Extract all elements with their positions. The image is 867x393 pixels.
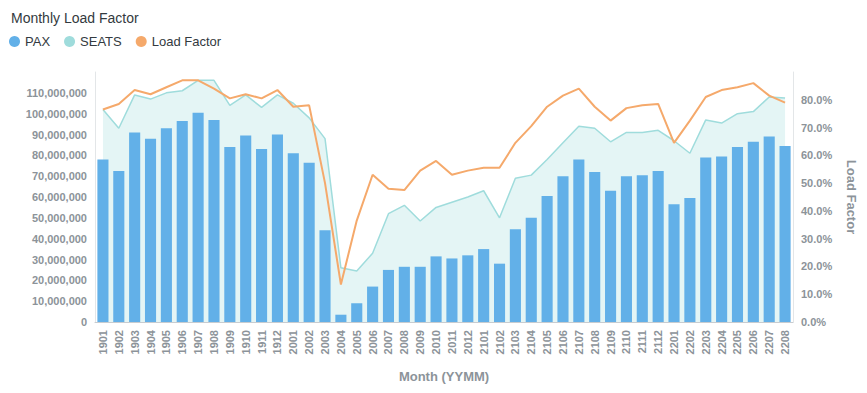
svg-text:2205: 2205 (731, 330, 743, 354)
svg-text:1911: 1911 (256, 330, 268, 354)
svg-text:1905: 1905 (160, 330, 172, 354)
svg-text:2208: 2208 (779, 330, 791, 354)
svg-text:2105: 2105 (541, 330, 553, 354)
svg-text:60.0%: 60.0% (801, 149, 832, 161)
svg-text:1904: 1904 (145, 329, 157, 354)
svg-text:Load Factor: Load Factor (844, 160, 859, 234)
svg-text:1910: 1910 (240, 330, 252, 354)
svg-text:PAX: PAX (25, 34, 50, 49)
svg-text:2204: 2204 (716, 329, 728, 354)
svg-text:2206: 2206 (747, 330, 759, 354)
svg-text:1902: 1902 (113, 330, 125, 354)
svg-text:2102: 2102 (494, 330, 506, 354)
svg-text:1908: 1908 (208, 330, 220, 354)
svg-text:2008: 2008 (398, 330, 410, 354)
svg-text:0.0%: 0.0% (801, 316, 826, 328)
svg-text:20,000,000: 20,000,000 (32, 274, 87, 286)
svg-text:2103: 2103 (509, 330, 521, 354)
svg-text:2006: 2006 (367, 330, 379, 354)
svg-text:2203: 2203 (700, 330, 712, 354)
svg-text:1901: 1901 (97, 330, 109, 354)
svg-text:2009: 2009 (414, 330, 426, 354)
svg-text:2109: 2109 (605, 330, 617, 354)
svg-text:Load Factor: Load Factor (152, 34, 222, 49)
svg-text:2003: 2003 (319, 330, 331, 354)
svg-text:2101: 2101 (478, 330, 490, 354)
svg-text:2110: 2110 (620, 330, 632, 354)
svg-text:40,000,000: 40,000,000 (32, 233, 87, 245)
svg-text:10.0%: 10.0% (801, 288, 832, 300)
svg-text:20.0%: 20.0% (801, 260, 832, 272)
svg-text:SEATS: SEATS (80, 34, 122, 49)
svg-text:Monthly Load Factor: Monthly Load Factor (11, 10, 139, 26)
svg-text:2111: 2111 (636, 330, 648, 353)
svg-text:90,000,000: 90,000,000 (32, 129, 87, 141)
svg-text:70,000,000: 70,000,000 (32, 170, 87, 182)
svg-text:2001: 2001 (287, 330, 299, 354)
svg-text:50,000,000: 50,000,000 (32, 212, 87, 224)
svg-text:2108: 2108 (589, 330, 601, 354)
svg-text:0: 0 (81, 316, 87, 328)
svg-text:80,000,000: 80,000,000 (32, 149, 87, 161)
svg-text:2112: 2112 (652, 330, 664, 354)
svg-text:1912: 1912 (271, 330, 283, 354)
svg-text:2202: 2202 (684, 330, 696, 354)
svg-text:2104: 2104 (525, 329, 537, 354)
svg-text:110,000,000: 110,000,000 (26, 87, 87, 99)
svg-text:1906: 1906 (176, 330, 188, 354)
svg-text:2011: 2011 (446, 330, 458, 354)
svg-text:2007: 2007 (382, 330, 394, 354)
svg-text:2201: 2201 (668, 330, 680, 354)
svg-text:50.0%: 50.0% (801, 177, 832, 189)
svg-text:80.0%: 80.0% (801, 94, 832, 106)
svg-text:2005: 2005 (351, 330, 363, 354)
svg-text:2010: 2010 (430, 330, 442, 354)
svg-text:70.0%: 70.0% (801, 122, 832, 134)
svg-text:2002: 2002 (303, 330, 315, 354)
svg-text:40.0%: 40.0% (801, 205, 832, 217)
svg-text:1909: 1909 (224, 330, 236, 354)
svg-text:60,000,000: 60,000,000 (32, 191, 87, 203)
svg-text:10,000,000: 10,000,000 (32, 295, 87, 307)
svg-text:100,000,000: 100,000,000 (26, 108, 87, 120)
svg-text:30,000,000: 30,000,000 (32, 254, 87, 266)
svg-text:30.0%: 30.0% (801, 233, 832, 245)
svg-text:1907: 1907 (192, 330, 204, 354)
svg-text:Month (YYMM): Month (YYMM) (399, 369, 489, 384)
svg-text:2107: 2107 (573, 330, 585, 354)
svg-text:2012: 2012 (462, 330, 474, 354)
svg-text:2207: 2207 (763, 330, 775, 354)
svg-text:2004: 2004 (335, 329, 347, 354)
svg-text:2106: 2106 (557, 330, 569, 354)
svg-text:1903: 1903 (129, 330, 141, 354)
